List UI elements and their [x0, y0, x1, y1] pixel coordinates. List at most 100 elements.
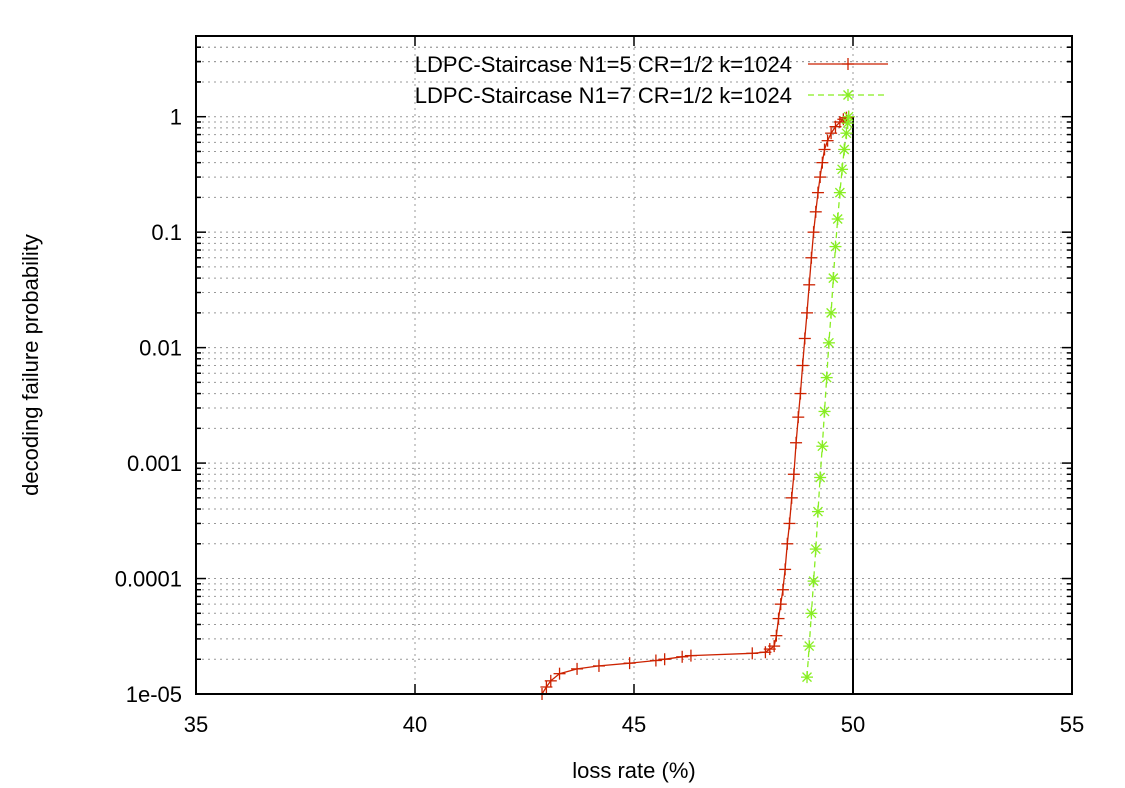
data-point — [774, 598, 787, 611]
marker-diag — [817, 441, 828, 452]
data-point — [805, 251, 818, 264]
data-point — [801, 671, 814, 684]
data-point — [794, 387, 807, 400]
marker-diag — [815, 472, 826, 483]
marker-diag — [843, 90, 853, 100]
data-point — [684, 649, 697, 662]
data-point — [772, 612, 785, 625]
grid-lines — [196, 35, 1072, 694]
data-point — [811, 505, 824, 518]
series-line — [806, 116, 850, 678]
data-point — [821, 134, 834, 147]
marker-diag — [839, 144, 850, 155]
x-tick-label: 40 — [403, 712, 427, 737]
marker-diag — [826, 307, 837, 318]
data-point — [801, 306, 814, 319]
data-point — [842, 110, 855, 123]
marker-diag — [802, 672, 812, 683]
data-point — [768, 640, 781, 653]
data-point — [836, 163, 849, 176]
x-tick-labels: 35 40 45 50 55 — [184, 712, 1084, 737]
axis-ticks — [195, 35, 1073, 695]
data-point — [816, 156, 829, 169]
data-point — [816, 440, 829, 453]
data-point — [809, 205, 822, 218]
data-point — [827, 272, 840, 285]
marker-diag — [834, 187, 845, 198]
legend-item: LDPC-Staircase N1=7 CR=1/2 k=1024 — [415, 83, 888, 108]
data-point — [822, 336, 835, 349]
data-point — [814, 471, 827, 484]
data-point — [658, 653, 671, 666]
marker-diag — [837, 164, 848, 175]
data-point — [803, 278, 816, 291]
y-tick-label: 1 — [170, 105, 182, 130]
legend-label: LDPC-Staircase N1=5 CR=1/2 k=1024 — [415, 52, 792, 77]
marker-diag — [841, 128, 852, 139]
marker-diag — [830, 241, 841, 252]
marker-diag — [828, 273, 839, 284]
data-point — [571, 662, 584, 675]
series-1 — [536, 110, 855, 700]
series-2 — [801, 110, 855, 684]
legend-item: LDPC-Staircase N1=5 CR=1/2 k=1024 — [415, 52, 888, 77]
marker-diag — [806, 608, 817, 619]
series-group — [536, 110, 855, 700]
data-point — [676, 650, 689, 663]
x-tick-label: 45 — [622, 712, 646, 737]
data-point — [840, 127, 853, 140]
data-point — [807, 575, 820, 588]
data-point — [809, 543, 822, 556]
data-point — [792, 411, 805, 424]
data-point — [798, 332, 811, 345]
data-point — [803, 640, 816, 653]
marker-diag — [819, 406, 830, 417]
data-point — [779, 563, 792, 576]
data-point — [785, 491, 798, 504]
marker-diag — [804, 641, 815, 652]
data-point — [829, 240, 842, 253]
legend-marker — [842, 89, 854, 101]
y-tick-label: 0.1 — [151, 220, 182, 245]
data-point — [770, 629, 783, 642]
x-tick-label: 35 — [184, 712, 208, 737]
data-point — [831, 213, 844, 226]
data-point — [790, 436, 803, 449]
data-point — [592, 659, 605, 672]
data-point — [807, 226, 820, 239]
data-point — [825, 127, 838, 140]
y-tick-label: 0.0001 — [115, 567, 182, 592]
legend: LDPC-Staircase N1=5 CR=1/2 k=1024 LDPC-St… — [415, 52, 888, 108]
marker-diag — [842, 118, 853, 129]
y-tick-label: 1e-05 — [126, 682, 182, 707]
data-point — [649, 654, 662, 667]
x-axis-label: loss rate (%) — [572, 758, 695, 783]
marker-diag — [808, 576, 819, 587]
data-point — [746, 647, 759, 660]
data-point — [825, 306, 838, 319]
x-tick-label: 55 — [1060, 712, 1084, 737]
data-point — [623, 657, 636, 670]
marker-diag — [813, 506, 823, 517]
data-point — [553, 667, 566, 680]
data-point — [833, 186, 846, 199]
marker-diag — [821, 372, 832, 383]
legend-label: LDPC-Staircase N1=7 CR=1/2 k=1024 — [415, 83, 792, 108]
data-point — [841, 117, 854, 130]
data-point — [814, 171, 827, 184]
data-point — [783, 517, 796, 530]
data-point — [781, 537, 794, 550]
y-tick-labels: 1e-05 0.0001 0.001 0.01 0.1 1 — [115, 105, 182, 707]
marker-diag — [832, 214, 843, 224]
y-axis-label: decoding failure probability — [18, 234, 43, 496]
data-point — [838, 143, 851, 156]
data-point — [540, 680, 553, 693]
data-point — [776, 583, 789, 596]
marker-diag — [823, 337, 834, 348]
marker-diag — [810, 544, 821, 555]
data-point — [796, 359, 809, 372]
data-point — [818, 143, 831, 156]
data-point — [544, 674, 557, 687]
data-point — [818, 405, 831, 418]
data-point — [805, 607, 818, 620]
